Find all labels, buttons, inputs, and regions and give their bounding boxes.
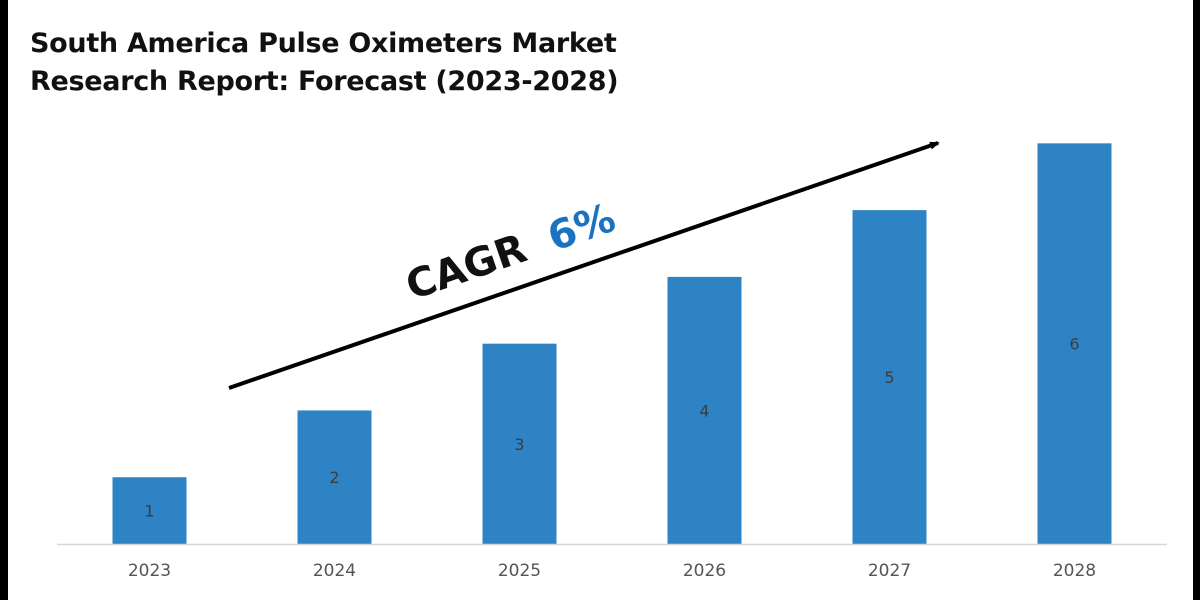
data-label-2023: 1 — [144, 502, 154, 521]
bar-2026 — [667, 276, 742, 544]
cagr-label: CAGR — [400, 226, 532, 310]
bar-2028 — [1037, 143, 1112, 544]
chart-title: South America Pulse Oximeters Market Res… — [30, 28, 619, 97]
x-tick-2027: 2027 — [868, 561, 911, 581]
bar-2024 — [297, 410, 372, 544]
x-tick-2023: 2023 — [128, 561, 171, 581]
data-label-2027: 5 — [884, 368, 894, 387]
x-tick-2024: 2024 — [313, 561, 356, 581]
bar-2027 — [852, 210, 927, 544]
data-label-2026: 4 — [699, 401, 709, 420]
x-tick-2028: 2028 — [1053, 561, 1096, 581]
x-tick-2025: 2025 — [498, 561, 541, 581]
bar-2023 — [112, 477, 187, 544]
data-label-2024: 2 — [329, 468, 339, 487]
bar-2025 — [482, 343, 557, 544]
data-label-2025: 3 — [514, 435, 524, 454]
cagr-value: 6% — [542, 195, 621, 261]
data-label-2028: 6 — [1069, 335, 1079, 354]
chart-canvas: South America Pulse Oximeters Market Res… — [8, 0, 1193, 600]
x-tick-2026: 2026 — [683, 561, 726, 581]
trend-arrow — [228, 141, 940, 390]
